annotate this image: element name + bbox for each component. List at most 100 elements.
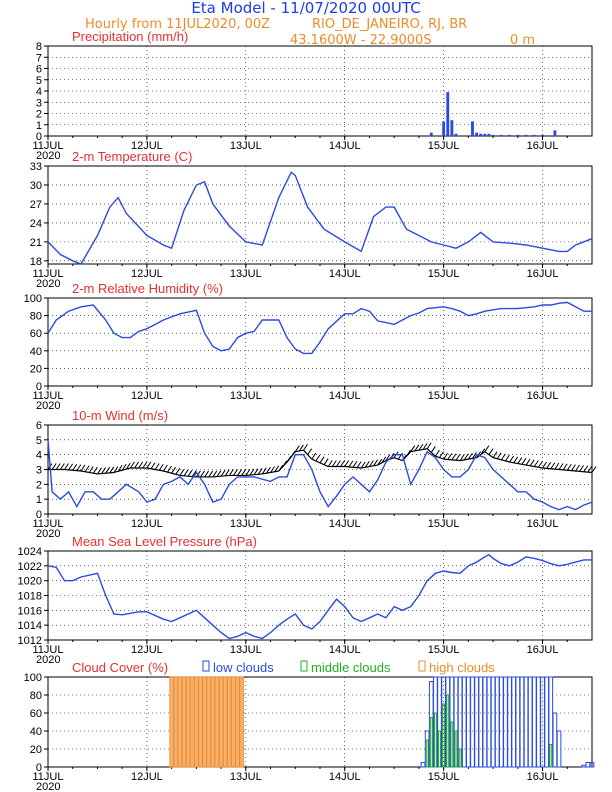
x-tick-label: 12JUL [131, 140, 163, 152]
rh-series-line [47, 301, 592, 355]
y-tick-label: 1014 [18, 620, 42, 632]
wind-barb-baseline [484, 451, 494, 459]
precip-bar [446, 92, 450, 136]
wind-barb [84, 465, 90, 473]
x-tick-label: 16JUL [527, 390, 559, 402]
wind-barb [274, 465, 280, 473]
x-tick-label: 15JUL [428, 771, 460, 783]
y-tick-label: 80 [30, 690, 42, 702]
middle-cloud-bar [438, 730, 441, 768]
middle-cloud-bar [549, 744, 553, 768]
temp-panel: 18 21 24 27 30 33 11JUL 12JUL 13JUL 14JUL 15JUL 16J… [30, 149, 593, 290]
low-cloud-bar [482, 676, 488, 768]
wind-barb [472, 452, 477, 459]
wind-barb [579, 465, 585, 472]
wind-barb [467, 452, 473, 460]
wind-barb [208, 470, 214, 478]
wind-barb [253, 468, 259, 475]
wind-barb [521, 458, 527, 465]
wind-barb [344, 460, 350, 467]
x-tick-label: 16JUL [527, 518, 559, 530]
wind-barb [319, 456, 325, 464]
wind-barb [575, 464, 580, 472]
wind-barb [505, 454, 510, 462]
y-tick-label: 0 [36, 509, 42, 521]
precip-bar [524, 134, 528, 136]
wind-barb [216, 470, 222, 477]
wind-barb [451, 453, 457, 461]
x-tick-label: 16JUL [527, 771, 559, 783]
wind-barb [278, 464, 284, 472]
low-cloud-bar [523, 676, 529, 768]
x-tick-label: 13JUL [230, 140, 262, 152]
x-tick-label: 13JUL [230, 268, 262, 280]
wind-barb [381, 456, 387, 464]
wind-barb-baseline [492, 457, 510, 463]
high-cloud-bar [169, 676, 174, 768]
wind-barb [270, 466, 275, 473]
wind-barb [204, 470, 210, 478]
x-tick-label: 11JUL [33, 140, 64, 152]
wind-barb [500, 453, 506, 461]
y-tick-label: 2 [36, 479, 42, 491]
wind-barb [290, 450, 296, 458]
x-tick-label: 12JUL [131, 771, 163, 783]
precip-bar [532, 134, 536, 136]
high-cloud-bar [189, 676, 195, 768]
y-tick-label: 40 [30, 346, 42, 358]
wind-barb [179, 469, 185, 476]
y-tick-label: 1012 [18, 635, 42, 647]
wind-barb [315, 454, 321, 462]
precip-bar [450, 120, 454, 136]
wind-barb [212, 470, 218, 478]
y-tick-label: 6 [36, 64, 42, 76]
middle-cloud-bar [429, 717, 433, 768]
cloud-frame [47, 676, 593, 768]
y-tick-label: 18 [30, 256, 42, 268]
wind-barb [241, 469, 247, 476]
wind-barb [463, 453, 469, 461]
wind-barb [513, 456, 519, 464]
wind-barb [418, 443, 424, 451]
wind-barb [517, 457, 523, 464]
y-tick-label: 0 [36, 381, 42, 393]
low-cloud-bar [556, 730, 562, 768]
y-tick-label: 1 [36, 494, 42, 506]
x-tick-label: 14JUL [329, 518, 361, 530]
legend-swatch [202, 660, 210, 672]
chart-title: Eta Model - 11/07/2020 00UTC [191, 0, 420, 17]
middle-cloud-bar [425, 739, 429, 768]
wind-barb [68, 463, 74, 471]
high-cloud-bar [194, 676, 199, 768]
precip-bar [541, 134, 544, 136]
y-tick-label: 1022 [18, 561, 42, 573]
wind-barb [303, 443, 308, 451]
wind-barb [125, 462, 131, 470]
x-tick-label: 13JUL [230, 771, 262, 783]
y-tick-label: 0 [36, 131, 42, 143]
precip-bar [442, 121, 446, 136]
low-cloud-bar [494, 676, 500, 768]
elevation-label: 0 m [510, 33, 535, 48]
wind-panel: 0 1 2 3 4 5 6 11JUL 12JUL 13JUL 14JUL 15JUL 16JUL 202… [33, 408, 597, 540]
wind-barb [480, 448, 486, 455]
precip-bar [475, 132, 479, 136]
wind-barb [233, 469, 238, 476]
precip-title: Precipitation (mm/h) [72, 29, 188, 44]
high-cloud-bar [177, 676, 183, 768]
x-tick-label: 14JUL [329, 644, 361, 656]
wind-barb-baseline [476, 451, 486, 459]
wind-barb [220, 469, 226, 477]
wind-barb [352, 460, 358, 468]
wind-barb [171, 466, 177, 474]
wind-barb [443, 452, 449, 460]
y-tick-label: 0 [36, 762, 42, 774]
y-tick-label: 21 [30, 237, 42, 249]
y-tick-label: 60 [30, 708, 42, 720]
precip-bar [491, 134, 495, 136]
y-tick-label: 8 [36, 41, 42, 53]
legend-label: high clouds [429, 660, 495, 675]
wind-barb [266, 466, 271, 474]
y-tick-label: 20 [30, 363, 42, 375]
